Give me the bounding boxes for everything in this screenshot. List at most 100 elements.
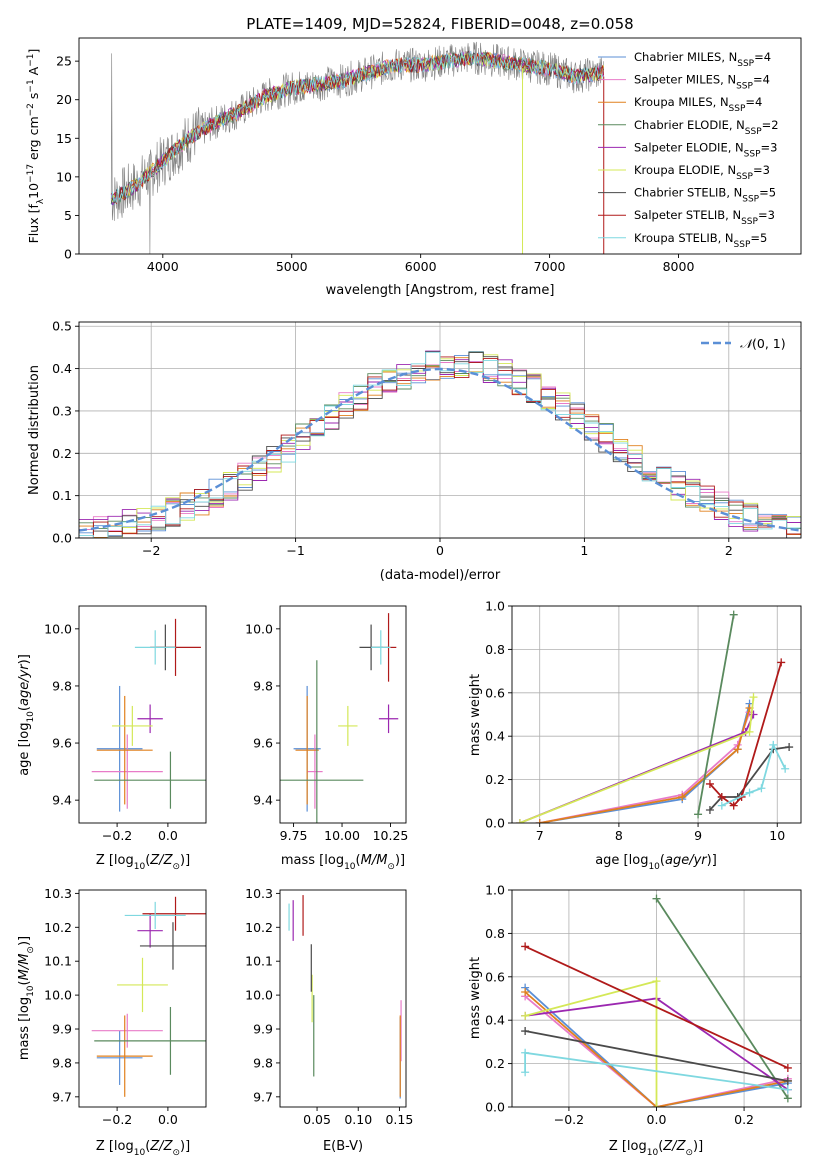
mass-weight-marker — [694, 810, 703, 819]
mass-weight-marker — [729, 610, 738, 619]
x-tick-label: −0.2 — [554, 1112, 584, 1127]
y-tick-label: 1.0 — [485, 883, 505, 898]
spectrum-plot-area — [110, 41, 605, 254]
residuals-plot-area — [79, 350, 801, 538]
x-tick-label: −0.2 — [102, 1112, 132, 1127]
mass-weight-marker — [783, 1076, 792, 1085]
mass-weight-marker — [678, 792, 687, 801]
mass-weight-line — [655, 898, 789, 1099]
x-tick-label: −2 — [142, 543, 160, 558]
mass-weight-marker — [783, 1063, 792, 1072]
mass-weight-marker — [785, 743, 794, 752]
x-tick-label: 6000 — [405, 259, 437, 274]
y-tick-label: 0.0 — [485, 816, 505, 831]
x-axis-label: (data-model)/error — [380, 568, 501, 583]
mass-weight-line — [697, 614, 735, 815]
mass-weight-line — [524, 945, 789, 1069]
y-tick-label: 9.4 — [52, 793, 72, 808]
y-axis-label: Flux [fλ10−17 erg cm−2 s−1 A−1] — [26, 49, 46, 244]
weight_age-panel: 7 8 9 10 0.0 0.2 0.4 0.6 0.8 1.0 — [485, 599, 802, 843]
weight_Z-panel: −0.2 0.0 0.2 0.0 0.2 0.4 0.6 0.8 1.0 — [485, 883, 802, 1127]
y-axis-label: age [log10(age/yr)] — [17, 654, 36, 776]
mass-weight-marker — [652, 977, 661, 986]
x-tick-label: 7000 — [534, 259, 566, 274]
y-tick-label: 10.0 — [44, 988, 72, 1003]
legend-entry: Kroupa ELODIE, NSSP=3 — [634, 163, 770, 182]
normal-curve — [79, 367, 801, 532]
y-tick-label: 0.4 — [485, 1013, 505, 1028]
mass_EBV-plot-area — [288, 895, 402, 1099]
x-tick-label: 10.00 — [324, 828, 360, 843]
legend-entry: Salpeter ELODIE, NSSP=3 — [634, 140, 777, 159]
mass-weight-marker — [652, 1103, 661, 1107]
mass-weight-marker — [705, 805, 714, 814]
y-tick-label: 25 — [56, 54, 72, 69]
x-axis-label: Z [log10(Z/Z⊙)] — [96, 853, 190, 872]
x-tick-label: 7 — [536, 828, 544, 843]
y-tick-label: 10 — [56, 169, 72, 184]
x-tick-label: 0.0 — [647, 1112, 667, 1127]
y-tick-label: 0.0 — [485, 1100, 505, 1115]
mass-weight-marker — [515, 819, 524, 823]
residuals-panel: −2 −1 0 1 2 0.0 0.1 0.2 0.3 0.4 0.5 — [52, 319, 802, 558]
x-tick-label: 0.0 — [158, 1112, 178, 1127]
y-tick-label: 0.2 — [485, 1056, 505, 1071]
x-tick-label: 10 — [769, 828, 785, 843]
mass-weight-marker — [705, 779, 714, 788]
x-tick-label: 0 — [436, 543, 444, 558]
mass-weight-line — [524, 986, 789, 1107]
figure-title: PLATE=1409, MJD=52824, FIBERID=0048, z=0… — [246, 15, 633, 33]
legend-entry: Kroupa MILES, NSSP=4 — [634, 95, 762, 114]
x-tick-label: 1 — [580, 543, 588, 558]
y-tick-label: 0.8 — [485, 642, 505, 657]
plot-layer: 4000 5000 6000 7000 80000510152025wavelength… — [17, 37, 802, 1158]
mass-weight-marker — [745, 788, 754, 797]
x-tick-label: 0.0 — [158, 828, 178, 843]
model-spectrum-line — [110, 50, 604, 203]
residual-histogram — [79, 354, 801, 538]
axes-frame — [279, 605, 407, 824]
axes-frame — [78, 889, 207, 1108]
age_Z-panel: −0.2 0.0 9.4 9.6 9.8 10.0 — [44, 605, 207, 843]
y-tick-label: 20 — [56, 92, 72, 107]
x-tick-label: 0.2 — [734, 1112, 754, 1127]
y-tick-label: 15 — [56, 131, 72, 146]
mass-weight-marker — [521, 1027, 530, 1036]
legend-entry: Chabrier STELIB, NSSP=5 — [634, 186, 776, 205]
y-axis-label: mass weight — [468, 674, 483, 756]
y-tick-label: 10.1 — [44, 954, 72, 969]
y-tick-label: 0.8 — [485, 926, 505, 941]
residual-histogram — [79, 350, 801, 532]
y-tick-label: 9.9 — [253, 1022, 273, 1037]
y-axis-label: Normed distribution — [27, 365, 42, 495]
y-tick-label: 0.2 — [485, 772, 505, 787]
legend-entry: 𝒩(0, 1) — [740, 336, 786, 351]
x-axis-label: wavelength [Angstrom, rest frame] — [326, 283, 555, 298]
y-tick-label: 9.8 — [52, 678, 72, 693]
mass-weight-marker — [652, 894, 661, 903]
legend-entry: Salpeter MILES, NSSP=4 — [634, 73, 770, 92]
x-tick-label: 9.75 — [280, 828, 308, 843]
mass-weight-marker — [521, 1011, 530, 1020]
mass_Z-panel: −0.2 0.0 9.7 9.8 9.9 10.0 10.1 10.2 10.3 — [44, 886, 207, 1127]
y-tick-label: 0.4 — [52, 361, 72, 376]
mass-weight-marker — [777, 658, 786, 667]
y-tick-label: 10.3 — [44, 886, 72, 901]
axes-frame — [78, 605, 207, 824]
mass-weight-line — [524, 991, 789, 1107]
x-tick-label: 4000 — [147, 259, 179, 274]
y-tick-label: 9.7 — [253, 1089, 273, 1104]
mass-weight-line — [524, 1030, 789, 1082]
mass_EBV-panel: 0.05 0.10 0.15 9.7 9.8 9.9 10.0 10.1 10.2 10.3 — [245, 886, 413, 1127]
x-tick-label: −0.2 — [102, 828, 132, 843]
mass-weight-marker — [717, 792, 726, 801]
weight_Z-plot-area — [521, 894, 792, 1107]
residual-histogram — [79, 351, 801, 538]
mass-weight-marker — [745, 727, 754, 736]
y-tick-label: 10.0 — [245, 988, 273, 1003]
mass-weight-marker — [729, 801, 738, 810]
y-tick-label: 0.2 — [52, 446, 72, 461]
y-tick-label: 9.4 — [253, 793, 273, 808]
y-tick-label: 1.0 — [485, 599, 505, 614]
